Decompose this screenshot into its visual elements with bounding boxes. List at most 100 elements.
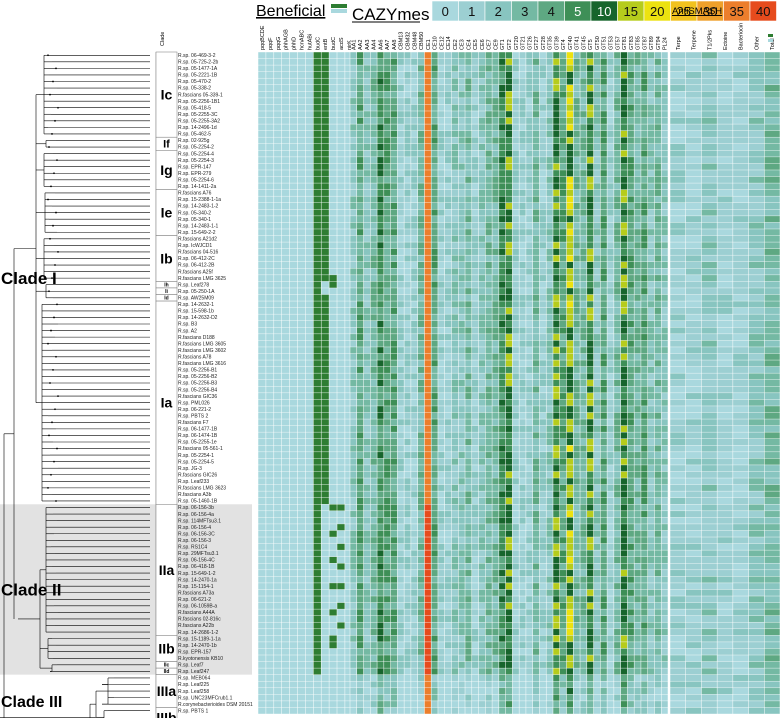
cazyme-cell bbox=[356, 707, 364, 714]
cazyme-cell bbox=[424, 209, 432, 216]
cazyme-cell bbox=[607, 196, 614, 203]
cazyme-cell bbox=[566, 110, 574, 118]
cazyme-cell bbox=[634, 425, 641, 433]
cazyme-cell bbox=[498, 484, 506, 492]
cazyme-cell bbox=[431, 707, 438, 714]
cazyme-cell bbox=[465, 602, 472, 610]
cazyme-cell bbox=[607, 641, 614, 649]
cazyme-cell bbox=[512, 464, 520, 472]
cazyme-cell bbox=[647, 445, 655, 452]
cazyme-cell bbox=[566, 432, 574, 439]
cazyme-cell bbox=[485, 530, 493, 538]
cazyme-cell bbox=[580, 576, 587, 583]
cazyme-cell bbox=[478, 287, 486, 295]
cazyme-cell bbox=[383, 307, 391, 315]
beneficial-cell bbox=[329, 281, 337, 288]
cazyme-cell bbox=[465, 419, 472, 426]
cazyme-cell bbox=[647, 58, 655, 66]
cazyme-cell bbox=[580, 78, 587, 85]
cazyme-cell bbox=[573, 379, 581, 387]
cazyme-cell bbox=[634, 248, 641, 256]
cazyme-cell bbox=[586, 445, 594, 452]
antismash-cell bbox=[685, 307, 702, 315]
cazyme-cell bbox=[600, 484, 608, 492]
cazyme-cell bbox=[370, 176, 378, 184]
cazyme-cell bbox=[485, 360, 493, 367]
cazyme-cell bbox=[586, 517, 594, 524]
cazyme-cell bbox=[573, 366, 581, 374]
cazyme-cell bbox=[634, 412, 641, 420]
cazyme-cell bbox=[580, 130, 587, 138]
cazyme-cell bbox=[546, 569, 553, 577]
cazyme-cell bbox=[458, 366, 466, 374]
beneficial-cell bbox=[337, 543, 345, 551]
cazyme-cell bbox=[350, 183, 357, 190]
cazyme-cell bbox=[383, 405, 391, 413]
cazyme-cell bbox=[458, 478, 466, 485]
cazyme-cell bbox=[546, 523, 553, 531]
cazyme-cell bbox=[478, 294, 486, 302]
cazyme-cell bbox=[370, 104, 378, 111]
cazyme-cell bbox=[512, 563, 520, 570]
cazyme-cell bbox=[383, 451, 391, 459]
cazyme-cell bbox=[424, 274, 432, 282]
cazyme-cell bbox=[417, 110, 425, 118]
cazyme-cell bbox=[627, 242, 635, 249]
cazyme-cell bbox=[431, 648, 438, 656]
cazyme-cell bbox=[356, 104, 364, 111]
cazyme-cell bbox=[485, 628, 493, 636]
cazyme-cell bbox=[478, 523, 486, 531]
cazyme-cell bbox=[573, 628, 581, 636]
cazyme-cell bbox=[458, 117, 466, 125]
cazyme-cell bbox=[451, 287, 459, 295]
cazyme-cell bbox=[390, 366, 398, 374]
cazyme-cell bbox=[363, 301, 371, 308]
cazyme-cell bbox=[600, 52, 608, 59]
cazyme-cell bbox=[390, 307, 398, 315]
cazyme-cell bbox=[552, 517, 560, 524]
cazyme-cell bbox=[634, 458, 641, 465]
cazyme-cell bbox=[620, 491, 628, 498]
cazyme-cell bbox=[424, 124, 432, 131]
cazyme-cell bbox=[573, 294, 581, 302]
cazyme-cell bbox=[634, 366, 641, 374]
cazyme-cell bbox=[478, 176, 486, 184]
cazyme-cell bbox=[465, 110, 472, 118]
cazyme-cell bbox=[640, 556, 648, 564]
cazyme-cell bbox=[404, 360, 411, 367]
cazyme-cell bbox=[478, 156, 486, 164]
cazyme-cell bbox=[593, 143, 601, 151]
cazyme-cell bbox=[525, 189, 533, 197]
cazyme-cell bbox=[566, 268, 574, 275]
strain-label: R.sp. Leaf247 bbox=[178, 669, 209, 675]
cazyme-cell bbox=[627, 169, 635, 177]
cazyme-cell bbox=[478, 163, 486, 170]
cazyme-cell bbox=[613, 156, 621, 164]
cazyme-cell bbox=[647, 104, 655, 111]
cazyme-cell bbox=[519, 602, 526, 610]
cazyme-cell bbox=[661, 104, 668, 111]
cazyme-cell bbox=[546, 150, 553, 157]
cazyme-cell bbox=[410, 609, 418, 616]
cazyme-cell bbox=[661, 615, 668, 623]
cazyme-cell bbox=[410, 635, 418, 642]
cazyme-cell bbox=[478, 222, 486, 229]
cazyme-cell bbox=[390, 202, 398, 210]
cazyme-cell bbox=[404, 641, 411, 649]
cazyme-cell bbox=[492, 537, 499, 544]
cazyme-cell bbox=[640, 451, 648, 459]
cazyme-cell bbox=[654, 340, 662, 347]
beneficial-cell bbox=[313, 399, 322, 406]
cazyme-cell bbox=[451, 209, 459, 216]
cazyme-cell bbox=[437, 333, 445, 341]
cazyme-cell bbox=[424, 537, 432, 544]
cazyme-cell bbox=[492, 615, 499, 623]
beneficial-cell bbox=[313, 91, 322, 98]
cazyme-cell bbox=[559, 576, 567, 583]
cazyme-cell bbox=[593, 582, 601, 590]
antismash-cell bbox=[670, 569, 686, 577]
cazyme-cell bbox=[532, 451, 540, 459]
strain-label: R.fascians LMG 3625 bbox=[178, 276, 226, 282]
cazyme-cell bbox=[424, 255, 432, 262]
cazyme-cell bbox=[431, 320, 438, 328]
